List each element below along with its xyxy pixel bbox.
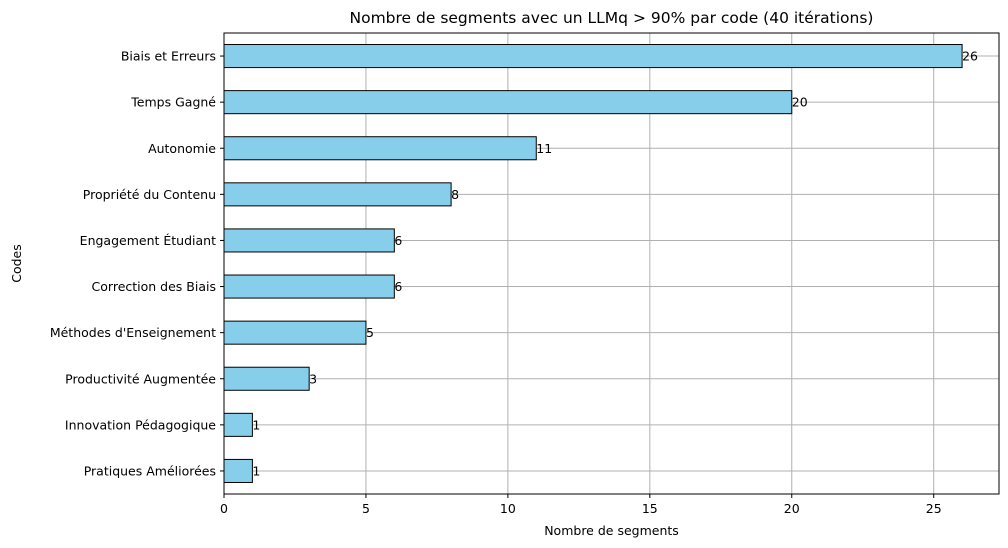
bar-value-label: 3	[309, 371, 317, 386]
y-tick-label: Autonomie	[148, 141, 216, 156]
y-tick-label: Méthodes d'Enseignement	[50, 325, 216, 340]
x-tick-label: 5	[362, 501, 370, 516]
bar	[223, 320, 367, 345]
bar-value-label: 26	[962, 49, 978, 64]
y-tick-label: Productivité Augmentée	[65, 371, 216, 386]
x-tick-label: 15	[642, 501, 658, 516]
chart-title: Nombre de segments avec un LLMq > 90% pa…	[350, 9, 874, 27]
bar	[223, 366, 310, 391]
bar-value-label: 8	[451, 187, 459, 202]
bar	[223, 228, 395, 253]
bar-value-label: 20	[792, 95, 808, 110]
bar-value-label: 1	[252, 463, 260, 478]
bar	[223, 412, 253, 437]
bar	[223, 44, 963, 69]
bar	[223, 90, 793, 115]
x-tick-label: 10	[500, 501, 516, 516]
bar-value-label: 6	[394, 279, 402, 294]
bar	[223, 458, 253, 483]
bar	[223, 182, 452, 207]
x-tick-label: 0	[220, 501, 228, 516]
y-tick-label: Innovation Pédagogique	[65, 417, 216, 432]
y-tick-label: Propriété du Contenu	[83, 187, 216, 202]
plot-frame	[223, 32, 1000, 495]
x-tick-label: 25	[926, 501, 942, 516]
x-tick-label: 20	[784, 501, 800, 516]
bar-value-label: 11	[536, 141, 552, 156]
bar	[223, 274, 395, 299]
y-tick-label: Correction des Biais	[92, 279, 216, 294]
x-axis-label: Nombre de segments	[544, 523, 679, 538]
y-axis-label: Codes	[9, 244, 24, 283]
y-tick-label: Temps Gagné	[130, 95, 216, 110]
bar-value-label: 6	[394, 233, 402, 248]
bar-layer	[223, 44, 963, 483]
bar	[223, 136, 537, 161]
bar-value-label: 5	[366, 325, 374, 340]
y-tick-label: Biais et Erreurs	[121, 49, 216, 64]
y-tick-label: Engagement Étudiant	[80, 233, 216, 248]
bar-value-label: 1	[252, 417, 260, 432]
y-tick-label: Pratiques Améliorées	[84, 463, 216, 478]
